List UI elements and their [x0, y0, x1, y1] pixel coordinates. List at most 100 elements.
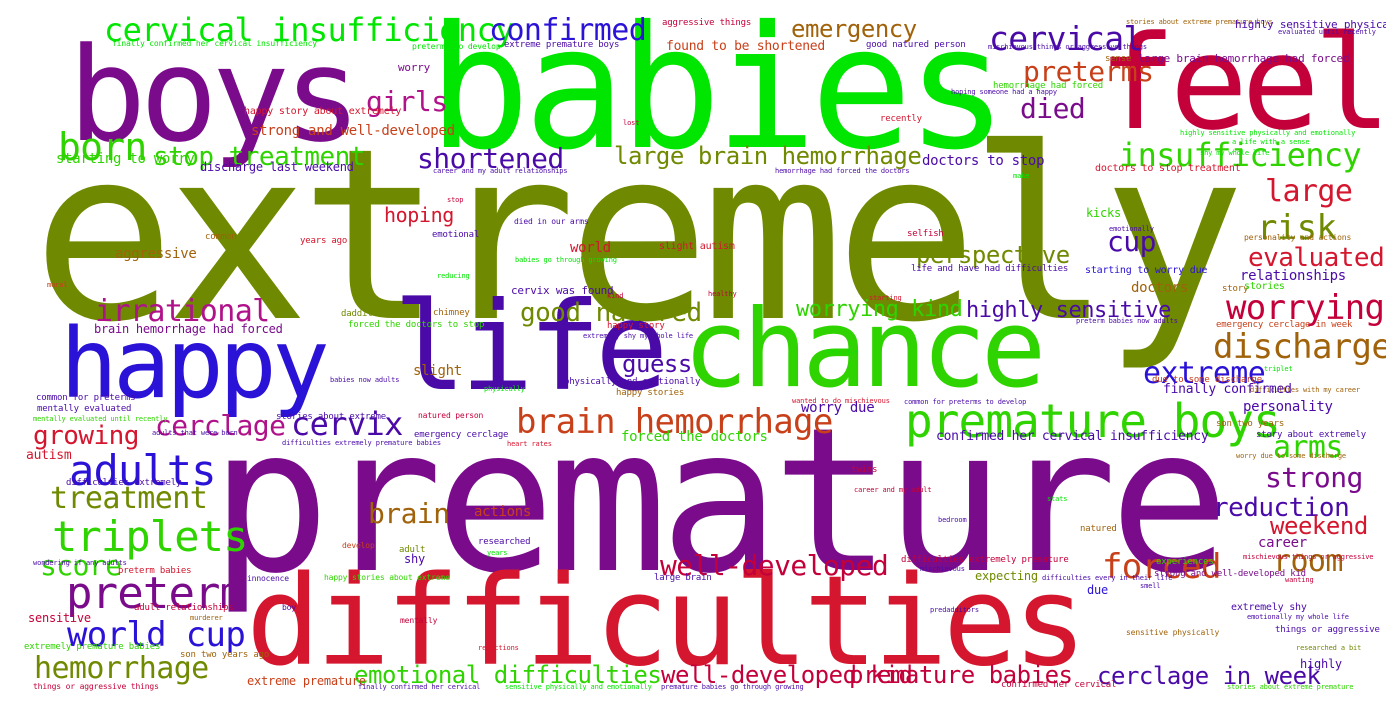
word-difficulties-extremely-premature: difficulties extremely premature [901, 555, 1069, 565]
word-sense: sense [1105, 54, 1132, 64]
word-confirmed-her-cervical-insufficiency: confirmed her cervical insufficiency [936, 429, 1209, 444]
word-happy-story-about-extremely: happy story about extremely [244, 106, 402, 117]
word-score: score [40, 549, 122, 582]
word-cervical: cervical [989, 19, 1143, 58]
word-found-to-be-shortened: found to be shortened [666, 39, 825, 54]
word-years-ago: years ago [300, 236, 348, 246]
word-large-brain: large brain [654, 573, 712, 583]
word-sensitive-physically-and-emotionally: sensitive physically and emotionally [505, 683, 652, 691]
word-well-developed: well-developed [660, 549, 889, 582]
word-insufficiency: insufficiency [1119, 136, 1362, 174]
word-recently: recently [880, 114, 922, 124]
word-preterm: preterm [66, 568, 246, 619]
word-chimney: chimney [433, 308, 470, 318]
word-brain-hemorrhage: brain hemorrhage [516, 402, 833, 442]
word-slight-autism: slight autism [659, 241, 735, 252]
word-brain-hemorrhage-had-forced: brain hemorrhage had forced [94, 322, 283, 336]
word-extremely-shy: extremely shy [1231, 602, 1307, 613]
word-reducing: reducing [437, 272, 470, 280]
word-highly-sensitive: highly sensitive [966, 298, 1171, 323]
word-cerclage: cerclage [155, 409, 286, 442]
word-risk: risk [1257, 208, 1337, 248]
word-babies-now-adults: babies now adults [330, 376, 400, 384]
word-triplet: triplet [1264, 365, 1293, 373]
word-well-developed-kid: well-developed kid [661, 661, 913, 689]
word-strong-and-well-developed: strong and well-developed [251, 123, 455, 139]
word-stop: stop [447, 196, 464, 204]
word-emotional: emotional [432, 230, 480, 240]
word-highly-sensitive-physically-and-emotionally: highly sensitive physically and emotiona… [1180, 129, 1356, 137]
word-brain: brain [368, 497, 450, 530]
word-son-two-years: son two years [1216, 419, 1285, 429]
word-career-and-my-adult-relationships: career and my adult relationships [433, 167, 568, 175]
word-forced-the-doctors: forced the doctors [621, 429, 768, 445]
word-reduction: reduction [1213, 493, 1350, 523]
word-forced-the-doctors-to-stop: forced the doctors to stop [348, 320, 485, 330]
word-wondering-if-any-adults: wondering if any adults [33, 559, 127, 567]
word-shy-my-whole-life: shy my whole life [1200, 149, 1270, 157]
word-kind: kind [607, 292, 624, 300]
word-worrying-kind: worrying kind [796, 297, 963, 322]
word-due-to-some-discharge: due to some discharge [1152, 375, 1263, 385]
word-heart-rates: heart rates [507, 440, 552, 448]
word-natured: natured [1080, 524, 1117, 534]
word-sensitive-physically: sensitive physically [1126, 628, 1220, 637]
word-discharge-last-weekend: discharge last weekend [200, 160, 354, 174]
word-evaluated-until-recently: evaluated until recently [1278, 28, 1376, 36]
word-years: years [487, 549, 508, 557]
word-mischievous-things-or-aggressive-things: mischievous things or aggressive things [988, 43, 1147, 51]
word-boys: boys [68, 19, 362, 171]
word-doctors-to-stop-treatment: doctors to stop treatment [1095, 163, 1241, 174]
word-died-in-our-arms: died in our arms [514, 217, 589, 226]
word-aggressive: aggressive [115, 246, 197, 262]
word-emotionally: emotionally [1109, 225, 1154, 233]
word-hoping-someone-had-a-happy: hoping someone had a happy [951, 88, 1057, 96]
word-selfish: selfish [907, 229, 944, 239]
word-babies-go-through-growing: babies go through growing [515, 256, 617, 264]
word-smell: smell [1140, 582, 1161, 590]
word-extremely: extremely [32, 98, 1245, 375]
word-cervix-was-found: cervix was found [511, 284, 614, 297]
word-emotional-difficulties: emotional difficulties [354, 661, 662, 689]
word-preterms: preterms [1023, 55, 1154, 88]
word-mentally-evaluated-until-recently: mentally evaluated until recently [33, 415, 168, 423]
word-cup: cup [1107, 225, 1156, 258]
word-large: large [1265, 174, 1353, 209]
word-hemorrhage-had-forced: hemorrhage had forced [993, 81, 1104, 91]
word-happy-stories: happy stories [616, 388, 685, 398]
word-strong-and-well-developed-kid: strong and well-developed kid [1154, 569, 1306, 579]
word-common-for-preterms: common for preterms [36, 393, 136, 403]
word-mentally-evaluated: mentally evaluated [37, 404, 132, 414]
word-cerclage-in-week: cerclage in week [1097, 662, 1321, 690]
word-things-or-aggressive-things: things or aggressive things [33, 682, 159, 691]
word-perspective: perspective [916, 241, 1070, 269]
word-preterm-babies-now-adults: preterm babies now adults [1076, 317, 1178, 325]
word-room: room [1273, 544, 1343, 579]
word-world-cup: world cup [67, 615, 246, 655]
word-hemorrhage-had-forced-the-doctors: hemorrhage had forced the doctors [775, 167, 910, 175]
word-innocence: innocence [247, 574, 289, 583]
word-mentally: mentally [400, 616, 438, 625]
word-evaluated: evaluated [1248, 243, 1385, 273]
word-world: world [570, 240, 611, 256]
word-difficulties-with-my-career: difficulties with my career [1250, 386, 1361, 394]
word-sensitive: sensitive [28, 611, 91, 625]
word-died: died [1020, 92, 1086, 125]
word-difficulties-extremely-premature-babies: difficulties extremely premature babies [282, 439, 441, 447]
word-worry: worry [398, 61, 431, 74]
word-hemorrhage: hemorrhage [34, 651, 209, 686]
word-develop: develop [342, 541, 375, 550]
word-happy-story: happy story [607, 321, 665, 331]
word-girls: girls [366, 85, 448, 118]
word-doctors-to-stop: doctors to stop [922, 153, 1045, 169]
word-slight: slight [413, 363, 462, 379]
word-difficulties-extremely: difficulties extremely [66, 478, 182, 488]
word-a-life-with-a-sense: a life with a sense [1232, 138, 1310, 146]
word-life-and-have-had-difficulties: life and have had difficulties [911, 264, 1069, 274]
word-extreme: extreme [1143, 356, 1266, 391]
word-confirmed: confirmed [489, 13, 647, 48]
word-adults-that-were-born: adults that were born [152, 429, 238, 437]
word-extreme-premature-boys: extreme premature boys [504, 40, 620, 50]
word-dadditors: dadditors [341, 309, 389, 319]
